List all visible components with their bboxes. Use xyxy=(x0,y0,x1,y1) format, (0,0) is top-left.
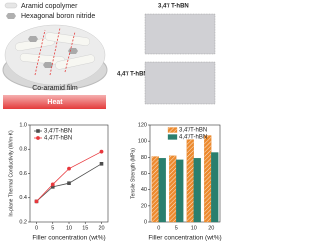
bar xyxy=(204,135,212,223)
legend-text: Aramid copolymer xyxy=(21,3,78,10)
legend-marker xyxy=(36,136,40,140)
y-tick-label: 60 xyxy=(141,171,147,177)
legend-icon xyxy=(6,13,16,19)
marker xyxy=(34,199,39,204)
boron-nitride xyxy=(28,36,78,68)
x-tick-label: 20 xyxy=(98,225,104,231)
x-axis-title: Filler concentration (wt%) xyxy=(148,235,221,242)
legend-text: Hexagonal boron nitride xyxy=(21,13,95,20)
x-axis-title: Filler concentration (wt%) xyxy=(32,235,105,242)
legend-swatch xyxy=(167,127,178,133)
marker xyxy=(99,149,104,154)
marker xyxy=(67,181,71,185)
heat-label: Heat xyxy=(47,99,63,106)
x-tick-label: 20 xyxy=(208,225,214,231)
y-tick-label: 1.0 xyxy=(19,122,27,128)
model-label: 3,4'/ T-hBN xyxy=(158,4,189,10)
y-tick-label: 100 xyxy=(138,139,147,145)
bar xyxy=(176,159,184,223)
marker xyxy=(67,166,71,171)
bar xyxy=(151,156,159,223)
x-tick-label: 5 xyxy=(51,225,54,231)
y-tick-label: 0.8 xyxy=(19,147,27,153)
bar xyxy=(158,157,166,223)
illustration: Aramid copolymer Hexagonal boron nitride… xyxy=(2,2,108,109)
y-tick-label: 20 xyxy=(141,203,147,209)
x-tick-label: 15 xyxy=(82,225,88,231)
bar xyxy=(211,152,219,223)
y-axis-title: In-plane Thermal Conductivity (W/m·K) xyxy=(8,130,14,217)
bar xyxy=(186,139,194,223)
legend-icon xyxy=(4,2,18,9)
fibers xyxy=(15,32,95,70)
x-tick-label: 10 xyxy=(191,225,197,231)
y-axis-title: Tensile Strength (MPa) xyxy=(130,148,136,199)
bar xyxy=(169,155,177,223)
line xyxy=(36,163,102,202)
y-tick-label: 120 xyxy=(138,122,147,128)
model-box xyxy=(144,13,216,55)
film-label: Co-aramid film xyxy=(32,85,78,92)
model-label: 4,4'/ T-hBN xyxy=(117,72,148,78)
x-tick-label: 5 xyxy=(175,225,178,231)
y-tick-label: 0.4 xyxy=(19,195,27,201)
x-tick-label: 10 xyxy=(66,225,72,231)
heat-bar xyxy=(3,95,106,109)
marker xyxy=(50,182,55,187)
x-tick-label: 0 xyxy=(157,225,160,231)
figure: Aramid copolymer Hexagonal boron nitride… xyxy=(2,2,222,242)
legend-text: 3,4'/T-hBN xyxy=(44,129,72,135)
legend-swatch xyxy=(167,134,178,140)
heat-paths xyxy=(34,27,76,76)
y-tick-label: 0 xyxy=(144,219,147,225)
marker xyxy=(50,185,55,189)
line xyxy=(36,151,102,202)
legend-text: 4,4'/T-hBN xyxy=(179,135,207,141)
y-tick-label: 0.2 xyxy=(19,219,27,225)
legend-text: 3,4'/T-hBN xyxy=(179,128,207,134)
legend-text: 4,4'/T-hBN xyxy=(44,136,72,142)
legend-marker xyxy=(36,129,40,133)
y-tick-label: 80 xyxy=(141,155,147,161)
x-tick-label: 0 xyxy=(35,225,38,231)
model-box xyxy=(144,61,216,105)
y-tick-label: 40 xyxy=(141,187,147,193)
y-tick-label: 0.6 xyxy=(19,171,27,177)
bar xyxy=(193,157,201,223)
marker xyxy=(99,162,104,166)
models: 3,4'/ T-hBN 4,4'/ T-hBN xyxy=(117,4,216,105)
